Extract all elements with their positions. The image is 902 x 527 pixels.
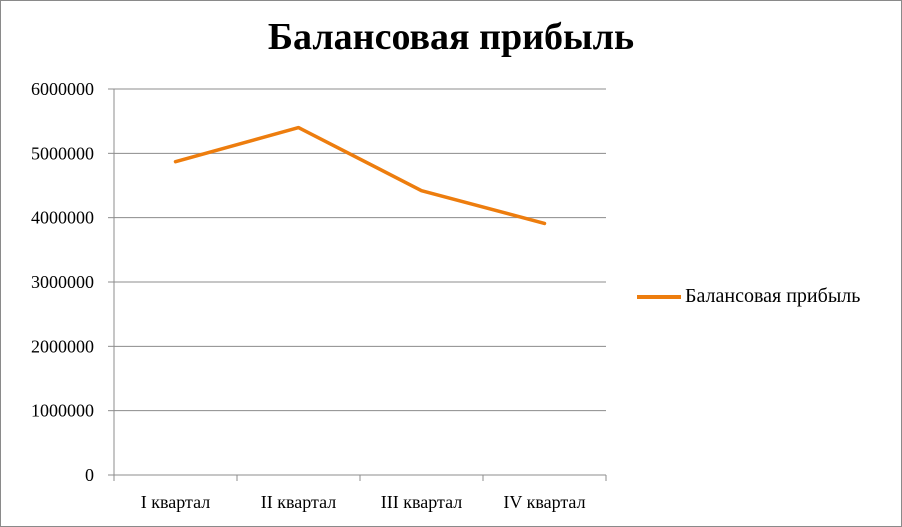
series-group (173, 125, 547, 226)
y-tick-label: 5000000 (31, 143, 94, 163)
x-axis-ticks: I квартал II квартал III квартал IV квартал (141, 492, 586, 512)
y-axis-ticks: 0 1000000 2000000 3000000 4000000 5000000 6000… (31, 79, 94, 485)
x-tick-label: III квартал (381, 492, 462, 512)
legend-label: Балансовая прибыль (685, 285, 861, 307)
y-tick-label: 3000000 (31, 272, 94, 292)
y-tick-label: 0 (85, 465, 94, 485)
series-line (173, 125, 547, 226)
axes (108, 88, 607, 481)
legend-swatch (637, 294, 681, 299)
x-tick-label: I квартал (141, 492, 210, 512)
chart-title: Балансовая прибыль (267, 16, 635, 58)
gridlines (114, 88, 606, 412)
legend: Балансовая прибыль (637, 285, 860, 308)
x-tick-label: II квартал (261, 492, 336, 512)
y-tick-label: 1000000 (31, 401, 94, 421)
y-tick-label: 6000000 (31, 79, 94, 99)
y-tick-label: 4000000 (31, 208, 94, 228)
y-tick-label: 2000000 (31, 336, 94, 356)
x-tick-label: IV квартал (503, 492, 585, 512)
